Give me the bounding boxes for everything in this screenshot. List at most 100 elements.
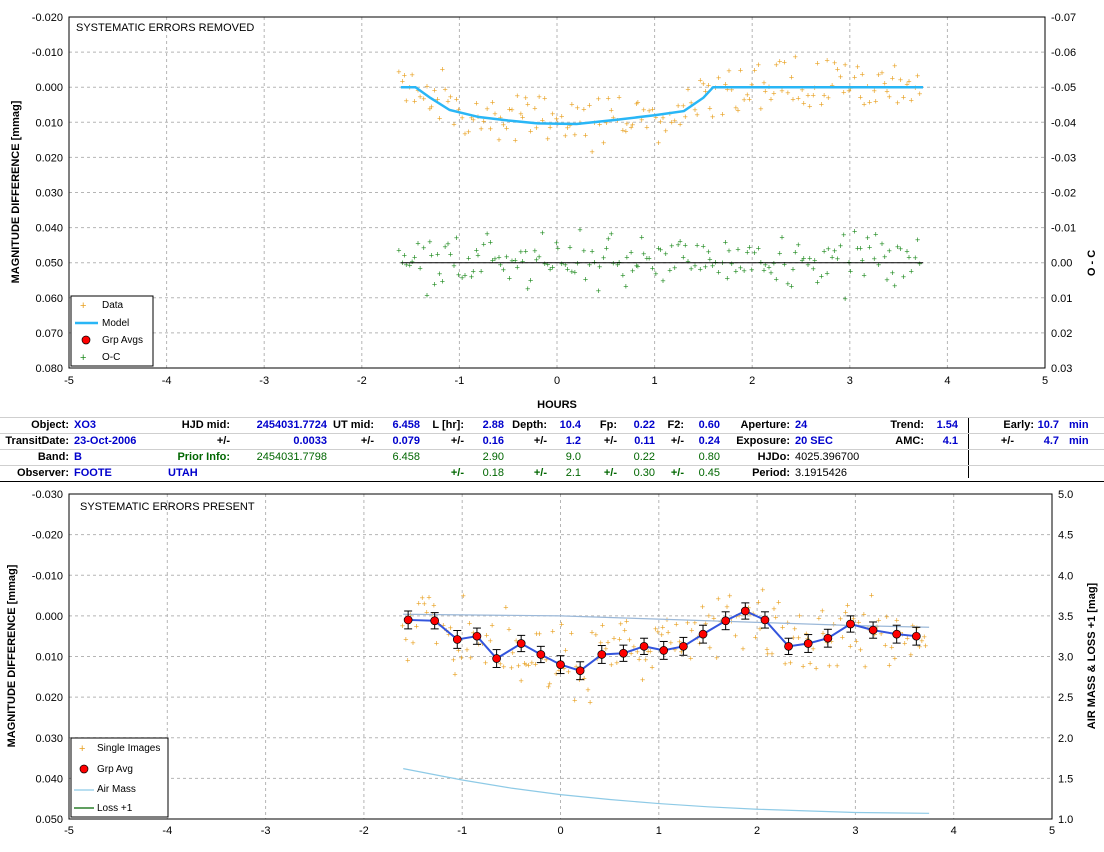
single-image-point: + [464, 645, 469, 655]
data-point: + [569, 100, 574, 110]
data-point: + [805, 91, 810, 101]
data-point: + [587, 101, 592, 111]
oc-point: + [838, 241, 843, 251]
data-point: + [565, 123, 570, 133]
single-image-point: + [797, 611, 802, 621]
oc-point: + [800, 256, 805, 266]
data-point: + [890, 74, 895, 84]
l-hr-label: L [hr]: [432, 419, 464, 431]
data-point: + [741, 95, 746, 105]
prior-f2-err-label: +/- [670, 467, 684, 479]
single-image-point: + [746, 603, 751, 613]
single-image-point: + [572, 695, 577, 705]
data-point: + [867, 97, 872, 107]
oc-point: + [793, 248, 798, 258]
single-image-point: + [614, 658, 619, 668]
oc-point: + [835, 254, 840, 264]
data-point: + [879, 68, 884, 78]
oc-point: + [676, 240, 681, 250]
oc-point: + [488, 238, 493, 248]
oc-point: + [555, 244, 560, 254]
data-point: + [692, 105, 697, 115]
top-plot-area [68, 16, 1046, 369]
data-point: + [768, 95, 773, 105]
data-point: + [466, 127, 471, 137]
single-image-point: + [582, 673, 587, 683]
single-image-point: + [618, 619, 623, 629]
oc-point: + [498, 260, 503, 270]
prior-l-err: 0.18 [482, 467, 504, 479]
single-image-point: + [665, 627, 670, 637]
y-tick-label: -0.010 [32, 47, 63, 59]
oc-point: + [841, 230, 846, 240]
hjd-mid-value: 2454031.7724 [256, 419, 327, 431]
oc-point: + [507, 273, 512, 283]
data-point: + [774, 60, 779, 70]
single-image-point: + [566, 667, 571, 677]
data-point: + [451, 119, 456, 129]
oc-point: + [644, 253, 649, 263]
data-point: + [819, 99, 824, 109]
data-point: + [733, 103, 738, 113]
single-image-point: + [756, 598, 761, 608]
single-image-point: + [700, 602, 705, 612]
x-tick-label: -4 [162, 375, 172, 387]
data-point: + [396, 67, 401, 77]
oc-point: + [417, 263, 422, 273]
single-image-point: + [431, 600, 436, 610]
oc-point: + [917, 259, 922, 269]
single-image-point: + [400, 621, 405, 631]
single-image-point: + [609, 660, 614, 670]
group-average-point [452, 635, 462, 644]
data-point: + [474, 98, 479, 108]
single-image-point: + [672, 645, 677, 655]
oc-point: + [873, 230, 878, 240]
single-image-point: + [503, 602, 508, 612]
single-image-point: + [804, 629, 809, 639]
single-image-point: + [851, 614, 856, 624]
data-point: + [703, 87, 708, 97]
single-image-point: + [914, 623, 919, 633]
data-point: + [842, 60, 847, 70]
single-image-point: + [753, 633, 758, 643]
oc-point: + [581, 246, 586, 256]
oc-point: + [738, 263, 743, 273]
y-tick-label: 0.010 [35, 652, 63, 664]
f2-label: F2: [667, 419, 685, 431]
single-image-point: + [791, 633, 796, 643]
period-value: 3.1915426 [795, 467, 847, 479]
single-image-point: + [922, 632, 927, 642]
data-point: + [822, 90, 827, 100]
single-image-point: + [624, 616, 629, 626]
data-point: + [536, 92, 541, 102]
ut-mid-label: UT mid: [333, 419, 374, 431]
single-image-point: + [801, 661, 806, 671]
oc-point: + [572, 267, 577, 277]
single-image-point: + [883, 641, 888, 651]
single-image-point: + [593, 630, 598, 640]
oc-point: + [435, 249, 440, 259]
oc-point: + [550, 262, 555, 272]
data-point: + [698, 76, 703, 86]
oc-point: + [492, 254, 497, 264]
x-tick-label: 1 [656, 825, 662, 837]
oc-point: + [789, 281, 794, 291]
oc-point: + [815, 278, 820, 288]
single-image-point: + [534, 629, 539, 639]
top-chart: SYSTEMATIC ERRORS REMOVED -0.020-0.0100.… [10, 12, 1098, 411]
oc-point: + [726, 246, 731, 256]
x-tick-label: 0 [557, 825, 563, 837]
group-average-point [639, 641, 649, 651]
oc-point: + [707, 254, 712, 264]
group-average-point [472, 631, 482, 641]
observer-label: Observer: [17, 467, 69, 479]
y2-tick-label: 1.5 [1058, 773, 1073, 785]
single-image-point: + [501, 662, 506, 672]
oc-point: + [536, 252, 541, 262]
data-point: + [523, 93, 528, 103]
x-tick-label: -3 [259, 375, 269, 387]
site-value: UTAH [168, 467, 198, 479]
oc-point: + [534, 255, 539, 265]
oc-point: + [672, 263, 677, 273]
data-point: + [862, 99, 867, 109]
